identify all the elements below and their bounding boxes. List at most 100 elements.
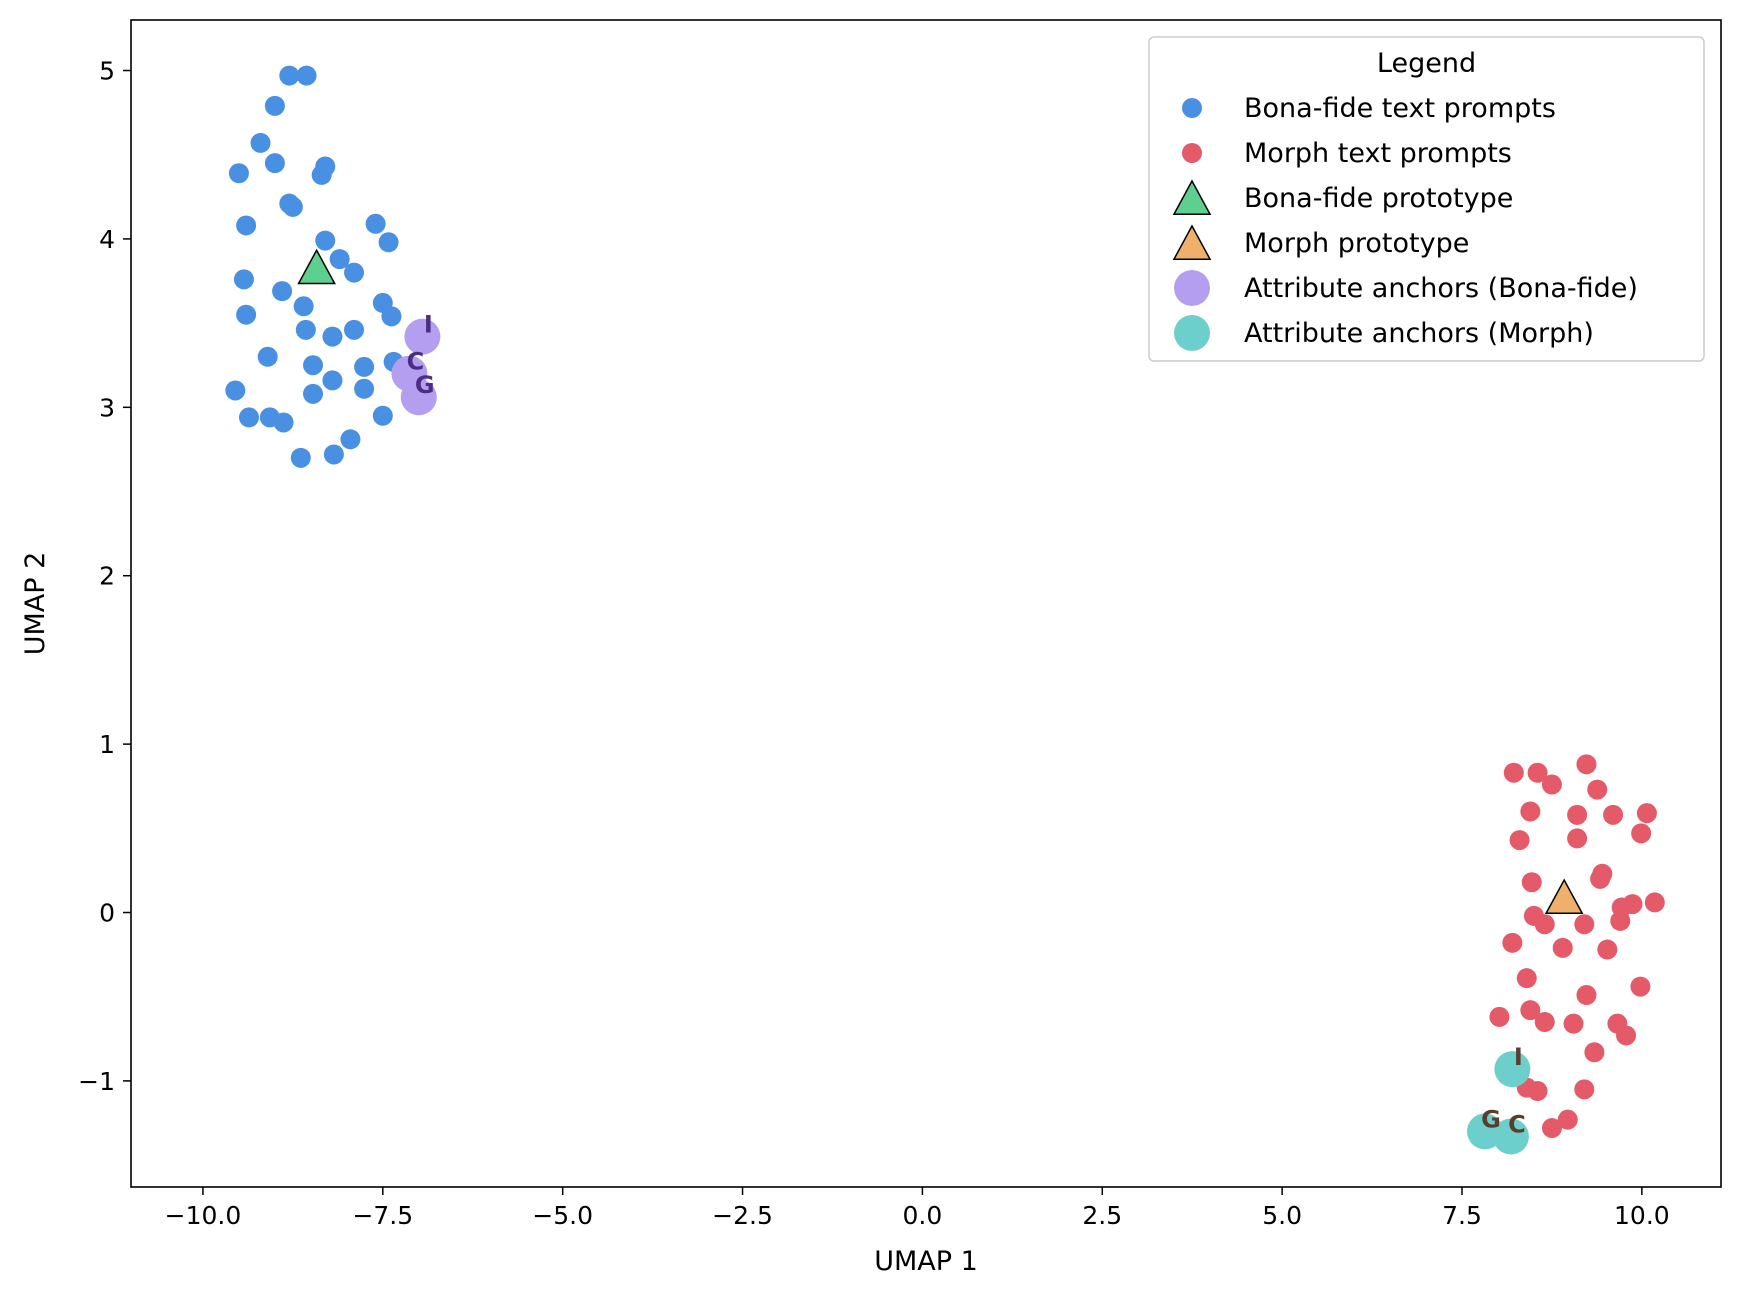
- scatter-point: [293, 296, 314, 317]
- scatter-point: [1584, 1042, 1605, 1063]
- scatter-point: [1631, 823, 1652, 844]
- scatter-point: [238, 407, 259, 428]
- scatter-point: [344, 319, 365, 340]
- scatter-point: [1534, 1011, 1555, 1032]
- scatter-point: [1541, 774, 1562, 795]
- scatter-point: [295, 319, 316, 340]
- scatter-point: [1603, 804, 1624, 825]
- x-tick-label: 10.0: [1614, 1201, 1670, 1230]
- scatter-point: [1520, 1000, 1541, 1021]
- scatter-point: [1467, 1113, 1504, 1150]
- scatter-point: [1516, 968, 1537, 989]
- scatter-point: [1574, 1079, 1595, 1100]
- scatter-point: [400, 379, 437, 416]
- legend-label: Attribute anchors (Bona-fide): [1244, 273, 1638, 304]
- legend-marker: [1174, 315, 1210, 351]
- legend-marker: [1182, 143, 1202, 163]
- scatter-point: [340, 429, 361, 450]
- x-tick-label: 7.5: [1442, 1201, 1482, 1230]
- legend-label: Bona-fide prototype: [1244, 183, 1513, 214]
- scatter-point: [225, 380, 246, 401]
- x-tick-label: 2.5: [1082, 1201, 1122, 1230]
- scatter-point: [354, 356, 375, 377]
- scatter-point: [1502, 932, 1523, 953]
- anchor-label: I: [1514, 1043, 1523, 1071]
- scatter-point: [279, 65, 300, 86]
- scatter-point: [1610, 910, 1631, 931]
- legend-entry: Bona-fide text prompts: [1182, 93, 1556, 124]
- scatter-point: [264, 153, 285, 174]
- series-attribute-anchors-morph: I CG: [1467, 1043, 1531, 1155]
- scatter-point: [354, 378, 375, 399]
- scatter-point: [1567, 804, 1588, 825]
- scatter-point: [322, 326, 343, 347]
- series-morph-text-prompts: [1489, 754, 1665, 1139]
- scatter-point: [1622, 894, 1643, 915]
- series-morph-prototype: [1544, 878, 1584, 915]
- scatter-point: [1520, 801, 1541, 822]
- scatter-point: [1587, 779, 1608, 800]
- scatter-point: [282, 196, 303, 217]
- legend-entry: Morph prototype: [1172, 224, 1469, 260]
- legend-entry: Attribute anchors (Bona-fide): [1174, 270, 1638, 306]
- scatter-point: [296, 65, 317, 86]
- x-tick-label: 5.0: [1262, 1201, 1302, 1230]
- scatter-point: [1644, 892, 1665, 913]
- legend-marker: [1172, 224, 1212, 260]
- scatter-point: [381, 306, 402, 327]
- scatter-point: [1557, 1109, 1578, 1130]
- x-tick-label: −7.5: [352, 1201, 413, 1230]
- legend-label: Bona-fide text prompts: [1244, 93, 1556, 124]
- series-bona-fide-text-prompts: [225, 65, 404, 468]
- scatter-point: [344, 262, 365, 283]
- legend-entry: Bona-fide prototype: [1172, 179, 1513, 215]
- scatter-point: [264, 95, 285, 116]
- scatter-point: [1574, 914, 1595, 935]
- legend-marker: [1174, 270, 1210, 306]
- plot-frame: [130, 19, 1722, 1188]
- anchor-label: G: [1481, 1105, 1501, 1133]
- legend-entry: Morph text prompts: [1182, 138, 1512, 169]
- legend-box: [1148, 36, 1705, 362]
- scatter-point: [1509, 830, 1530, 851]
- anchor-label: I: [424, 311, 433, 339]
- scatter-point: [365, 213, 386, 234]
- scatter-point: [1552, 937, 1573, 958]
- x-axis-label: UMAP 1: [874, 1246, 978, 1277]
- scatter-point: [233, 269, 254, 290]
- legend-label: Attribute anchors (Morph): [1244, 318, 1594, 349]
- anchor-label: C: [407, 348, 425, 376]
- prototype-marker: [1544, 878, 1584, 915]
- x-tick-label: 0.0: [903, 1201, 943, 1230]
- scatter-point: [1616, 1025, 1637, 1046]
- scatter-point: [303, 355, 324, 376]
- scatter-point: [257, 346, 278, 367]
- scatter-point: [1567, 828, 1588, 849]
- prototype-marker: [297, 248, 336, 285]
- scatter-point: [378, 232, 399, 253]
- scatter-point: [404, 318, 441, 355]
- legend-title: Legend: [1377, 48, 1476, 79]
- y-tick-label: −1: [78, 1067, 115, 1096]
- y-tick-label: 5: [99, 57, 115, 86]
- legend-entry: Attribute anchors (Morph): [1174, 315, 1594, 351]
- x-tick-label: −10.0: [165, 1201, 242, 1230]
- scatter-point: [1576, 754, 1597, 775]
- y-axis-label: UMAP 2: [20, 552, 51, 656]
- scatter-point: [1534, 914, 1555, 935]
- scatter-point: [228, 163, 249, 184]
- scatter-point: [303, 383, 324, 404]
- scatter-point: [323, 444, 344, 465]
- y-tick-label: 3: [99, 393, 115, 422]
- scatter-point: [1503, 762, 1524, 783]
- scatter-point: [1630, 976, 1651, 997]
- y-tick-label: 1: [99, 730, 115, 759]
- scatter-point: [1494, 1051, 1531, 1088]
- x-tick-label: −5.0: [532, 1201, 593, 1230]
- scatter-point: [329, 249, 350, 270]
- y-tick-label: 4: [99, 225, 115, 254]
- scatter-point: [1636, 803, 1657, 824]
- scatter-point: [236, 215, 257, 236]
